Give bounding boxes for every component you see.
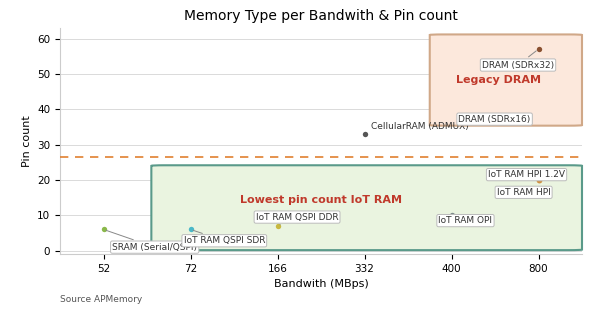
Text: IoT RAM QSPI DDR: IoT RAM QSPI DDR	[256, 213, 338, 225]
Point	[446, 213, 457, 218]
Text: IoT RAM OPI: IoT RAM OPI	[439, 216, 493, 225]
Point	[490, 114, 500, 119]
Text: IoT RAM QSPI SDR: IoT RAM QSPI SDR	[184, 230, 265, 245]
Text: Lowest pin count IoT RAM: Lowest pin count IoT RAM	[240, 195, 402, 205]
Point	[534, 188, 544, 193]
Text: SRAM (Serial/QSPI): SRAM (Serial/QSPI)	[106, 230, 197, 252]
Y-axis label: Pin count: Pin count	[22, 115, 32, 167]
Text: DRAM (SDRx16): DRAM (SDRx16)	[458, 115, 531, 124]
FancyBboxPatch shape	[430, 34, 582, 126]
Point	[534, 177, 544, 182]
Text: Legacy DRAM: Legacy DRAM	[456, 75, 541, 85]
Text: CellularRAM (ADMUX): CellularRAM (ADMUX)	[371, 122, 469, 131]
Point	[534, 46, 544, 51]
Point	[360, 131, 370, 136]
FancyBboxPatch shape	[151, 165, 582, 250]
Point	[98, 227, 109, 232]
Text: Source APMemory: Source APMemory	[60, 295, 142, 304]
X-axis label: Bandwith (MBps): Bandwith (MBps)	[274, 280, 368, 290]
Point	[186, 227, 196, 232]
Title: Memory Type per Bandwith & Pin count: Memory Type per Bandwith & Pin count	[184, 9, 458, 23]
Text: IoT RAM HPI 1.2V: IoT RAM HPI 1.2V	[488, 170, 565, 179]
Text: DRAM (SDRx32): DRAM (SDRx32)	[482, 51, 554, 69]
Text: IoT RAM HPI: IoT RAM HPI	[497, 188, 550, 197]
Point	[272, 224, 283, 228]
